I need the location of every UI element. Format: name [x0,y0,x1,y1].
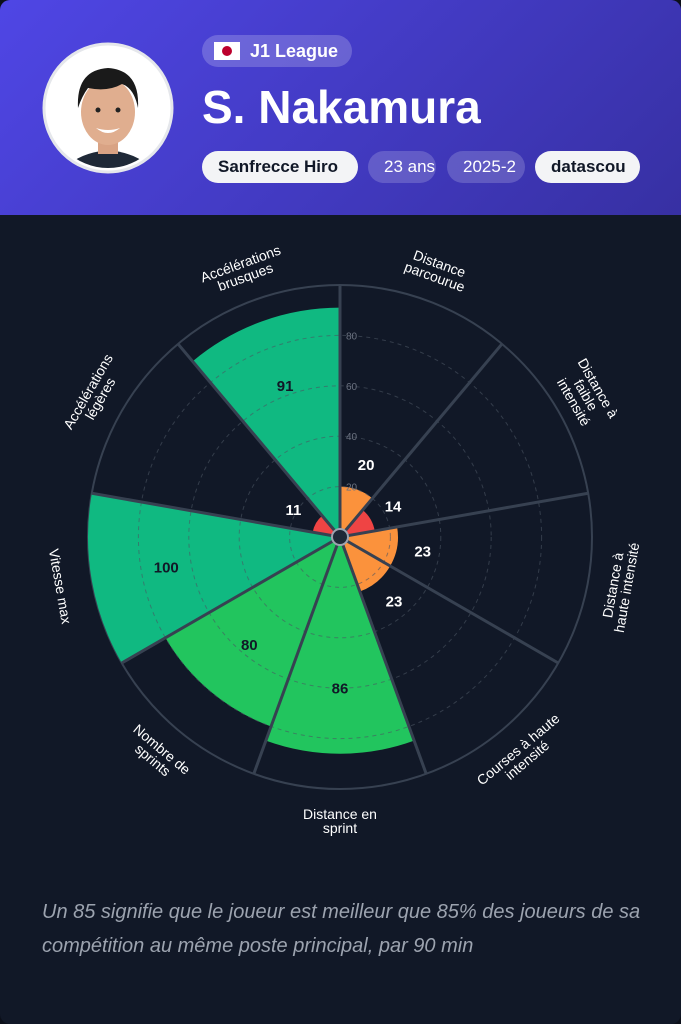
sector [192,307,340,537]
sector [340,537,391,592]
flag [214,42,240,60]
source-chip: datascou [535,151,640,183]
sector-divider [176,342,342,538]
sector-divider [339,535,559,665]
value-label: 23 [414,544,431,561]
footnote: Un 85 signifie que le joueur est meilleu… [42,901,641,957]
value-label: 20 [358,457,375,474]
value-label: 86 [332,681,349,698]
sector-divider [338,536,428,775]
value-label: 100 [154,560,179,577]
value-label: 11 [286,502,302,519]
center-dot [331,528,349,546]
age-chip: 23 ans [368,151,436,183]
sector [87,493,340,663]
category-label: Distance en sprint [303,806,377,836]
sector [165,537,340,727]
value-label: 23 [386,593,403,610]
player-name: S. Nakamura [202,81,481,133]
grid-ring [289,486,391,588]
player-photo [42,42,174,174]
radial-tick-label: 40 [346,432,358,443]
radial-tick-label: 20 [346,483,358,494]
sector [265,537,415,754]
category-label: Distance àhaute intensité [597,539,642,634]
radial-tick-label: 60 [346,382,358,393]
value-label: 80 [241,637,258,654]
value-label: 91 [277,378,294,395]
sector-divider [252,536,342,775]
value-label: 14 [385,498,402,515]
sector [340,509,375,537]
league-name: J1 League [250,40,339,61]
sector-divider [91,491,341,539]
sector-divider [121,535,341,665]
league-badge: J1 League [202,35,353,67]
category-label: Distanceparcourue [402,245,472,295]
category-label: Accélérationsbrusques [198,242,287,299]
radial-tick-label: 80 [346,331,358,342]
grid-ring [137,334,543,740]
sector [340,486,373,537]
club-chip: Sanfrecce Hiro [202,151,358,183]
season-chip: 2025-2 [447,151,525,183]
header: J1 League S. Nakamura Sanfrecce Hiro 23 … [0,0,681,215]
sector [340,526,398,566]
category-label: Vitesse max [46,548,75,626]
sector-divider [339,491,589,539]
sector-divider [338,342,504,538]
